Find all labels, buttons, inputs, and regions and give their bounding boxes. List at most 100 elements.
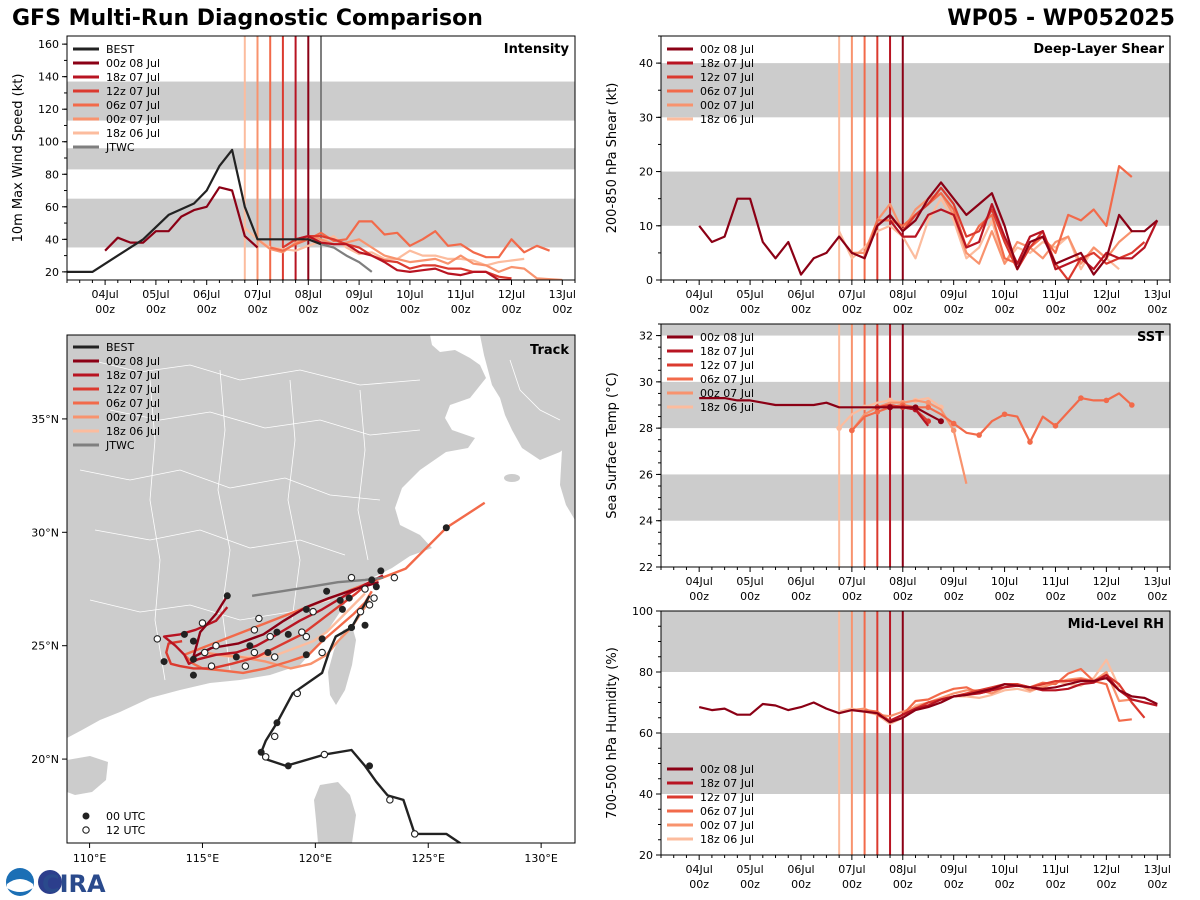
rh-xtick-hour: 00z xyxy=(1147,878,1167,891)
track-point-00utc-11 xyxy=(302,651,310,659)
intensity-xtick-day: 05Jul xyxy=(142,288,169,301)
track-point-00utc-3 xyxy=(372,583,380,591)
track-line-06z07 xyxy=(183,501,486,675)
track-legend-label: 00z 08 Jul xyxy=(106,355,160,368)
track-ytick-label: 25°N xyxy=(31,640,59,653)
sst-point-00z07-6 xyxy=(925,399,932,406)
rh-xtick-day: 07Jul xyxy=(838,863,865,876)
sst-point-18z06-0 xyxy=(836,425,842,431)
sst-point-06z07-2 xyxy=(874,409,881,415)
track-point-00utc-5 xyxy=(323,587,331,595)
shear-xtick-hour: 00z xyxy=(1147,303,1167,316)
shear-xtick-day: 04Jul xyxy=(686,288,713,301)
sst-xtick-hour: 00z xyxy=(740,590,760,603)
sst-xtick-hour: 00z xyxy=(689,590,709,603)
sst-ytick-label: 30 xyxy=(639,376,653,389)
sst-xtick-hour: 00z xyxy=(1046,590,1066,603)
sst-ytick-label: 22 xyxy=(639,561,653,574)
track-point-12utc-18 xyxy=(207,662,216,670)
track-xtick-label: 130°E xyxy=(524,852,557,865)
track-point-00utc-10 xyxy=(284,630,292,638)
shear-xtick-day: 11Jul xyxy=(1042,288,1069,301)
shear-ytick-label: 10 xyxy=(639,220,653,233)
rh-ytick-label: 60 xyxy=(639,727,653,740)
shear-xtick-hour: 00z xyxy=(1096,303,1116,316)
sst-point-00z08-15 xyxy=(887,404,894,411)
track-point-12utc-12 xyxy=(241,662,250,670)
intensity-xtick-hour: 00z xyxy=(552,303,572,316)
sst-xtick-day: 09Jul xyxy=(940,575,967,588)
shear-chart: 0 10 20 30 40 04Jul 00z 05Jul 00z 06Jul 00z 07Jul 00… xyxy=(605,35,1171,316)
track-point-12utc-11 xyxy=(270,653,279,661)
sst-legend-label: 06z 07 Jul xyxy=(700,373,754,386)
rh-band-0 xyxy=(661,733,1170,794)
sst-ytick-label: 28 xyxy=(639,422,653,435)
intensity-xtick-day: 06Jul xyxy=(193,288,220,301)
sst-point-00z08-17 xyxy=(912,404,919,411)
shear-xtick-day: 09Jul xyxy=(940,288,967,301)
intensity-ylabel: 10m Max Wind Speed (kt) xyxy=(11,74,26,243)
shear-series-18z07 xyxy=(889,203,1159,271)
intensity-series-00z08 xyxy=(104,186,259,252)
track-point-12utc-17 xyxy=(200,648,209,657)
intensity-xtick-day: 11Jul xyxy=(447,288,474,301)
track-point-12utc-21 xyxy=(293,689,302,698)
cira-wordmark: CIRA xyxy=(42,870,106,898)
intensity-ytick-label: 160 xyxy=(38,38,59,51)
track-legend-label: BEST xyxy=(106,341,134,354)
intensity-xtick-day: 07Jul xyxy=(244,288,271,301)
shear-legend-label: 18z 06 Jul xyxy=(700,113,754,126)
track-legend-label: JTWC xyxy=(105,439,135,452)
track-legend-12utc-marker xyxy=(82,826,90,834)
intensity-legend-label: 12z 07 Jul xyxy=(106,85,160,98)
track-legend-label: 12z 07 Jul xyxy=(106,383,160,396)
shear-xtick-hour: 00z xyxy=(842,303,862,316)
shear-legend-label: 12z 07 Jul xyxy=(700,71,754,84)
track-point-00utc-18 xyxy=(180,630,188,638)
sst-xtick-day: 05Jul xyxy=(736,575,763,588)
intensity-ytick-label: 60 xyxy=(45,201,59,214)
sst-point-06z07-8 xyxy=(950,420,957,427)
intensity-series-18z06 xyxy=(244,227,525,267)
rh-ytick-label: 20 xyxy=(639,849,653,862)
track-point-00utc-20 xyxy=(189,655,197,663)
track-line-00z08 xyxy=(192,581,379,659)
sst-point-06z07-22 xyxy=(1129,402,1135,408)
track-point-12utc-8 xyxy=(302,632,311,641)
sst-ytick-label: 26 xyxy=(639,468,653,481)
shear-legend-label: 00z 07 Jul xyxy=(700,99,754,112)
rh-title: Mid-Level RH xyxy=(1068,617,1164,632)
shear-xtick-day: 10Jul xyxy=(991,288,1018,301)
sst-legend-label: 18z 06 Jul xyxy=(700,401,754,414)
track-point-12utc-1 xyxy=(347,573,356,582)
shear-ytick-label: 30 xyxy=(639,111,653,124)
track-title: Track xyxy=(530,343,569,358)
sst-point-06z07-10 xyxy=(976,432,982,438)
rh-xtick-hour: 00z xyxy=(893,878,913,891)
sst-point-06z07-20 xyxy=(1103,397,1110,404)
shear-ytick-label: 20 xyxy=(639,166,653,179)
track-point-00utc-12 xyxy=(273,628,281,636)
sst-xtick-hour: 00z xyxy=(1147,590,1167,603)
track-legend-00utc-label: 00 UTC xyxy=(106,810,146,823)
track-line-12z07 xyxy=(165,578,373,670)
track-ytick-label: 20°N xyxy=(31,753,59,766)
track-point-12utc-14 xyxy=(255,614,263,623)
sst-title: SST xyxy=(1137,330,1164,345)
shear-xtick-hour: 00z xyxy=(1046,303,1066,316)
track-legend-label: 18z 07 Jul xyxy=(106,369,160,382)
shear-xtick-hour: 00z xyxy=(740,303,760,316)
track-point-00utc-14 xyxy=(264,649,272,656)
track-point-00utc-13 xyxy=(246,642,254,650)
track-point-00utc-15 xyxy=(232,653,240,661)
rh-legend-label: 00z 07 Jul xyxy=(700,819,754,832)
track-point-00utc-17 xyxy=(189,637,197,645)
intensity-legend-label: JTWC xyxy=(105,141,135,154)
intensity-xtick-hour: 00z xyxy=(298,303,318,316)
track-point-12utc-26 xyxy=(410,830,419,838)
rh-xtick-day: 13Jul xyxy=(1144,863,1171,876)
shear-ytick-label: 0 xyxy=(646,274,653,287)
sst-point-06z07-18 xyxy=(1078,395,1084,401)
intensity-legend-label: 00z 08 Jul xyxy=(106,57,160,70)
sst-point-00z07-8 xyxy=(950,427,957,434)
